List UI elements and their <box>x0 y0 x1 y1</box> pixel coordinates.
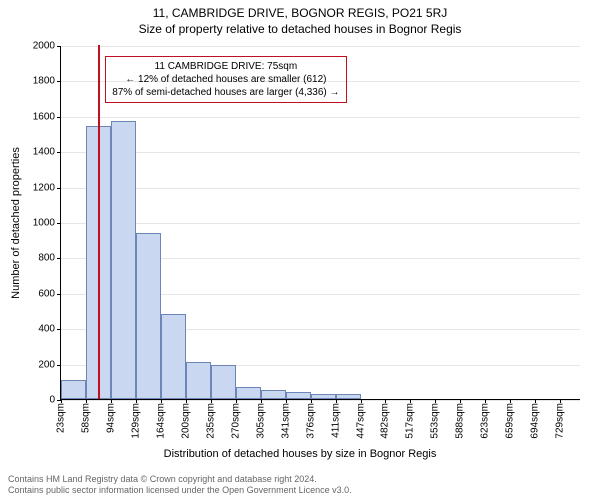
xtick-label: 305sqm <box>255 399 266 439</box>
ytick-label: 1400 <box>33 147 61 158</box>
histogram-bar <box>211 365 236 399</box>
xtick-label: 129sqm <box>130 399 141 439</box>
gridline <box>61 223 580 224</box>
ytick-label: 1200 <box>33 182 61 193</box>
histogram-bar <box>186 362 211 399</box>
gridline <box>61 46 580 47</box>
gridline <box>61 188 580 189</box>
gridline <box>61 117 580 118</box>
y-axis-label: Number of detached properties <box>10 147 22 299</box>
xtick-label: 200sqm <box>180 399 191 439</box>
xtick-label: 447sqm <box>355 399 366 439</box>
gridline <box>61 152 580 153</box>
histogram-bar <box>136 233 161 399</box>
footer-line2: Contains public sector information licen… <box>8 485 352 496</box>
annotation-line1: 11 CAMBRIDGE DRIVE: 75sqm <box>112 60 339 73</box>
chart-title-sub: Size of property relative to detached ho… <box>0 20 600 40</box>
histogram-bar <box>286 392 311 399</box>
ytick-label: 2000 <box>33 41 61 52</box>
annotation-box: 11 CAMBRIDGE DRIVE: 75sqm← 12% of detach… <box>105 56 346 103</box>
xtick-label: 376sqm <box>305 399 316 439</box>
histogram-bar <box>111 121 136 399</box>
annotation-line2: ← 12% of detached houses are smaller (61… <box>112 73 339 86</box>
ytick-label: 1000 <box>33 218 61 229</box>
xtick-label: 659sqm <box>505 399 516 439</box>
xtick-label: 58sqm <box>80 399 91 433</box>
xtick-label: 729sqm <box>555 399 566 439</box>
footer-line1: Contains HM Land Registry data © Crown c… <box>8 474 352 485</box>
ytick-label: 1800 <box>33 76 61 87</box>
ytick-label: 600 <box>38 288 61 299</box>
histogram-bar <box>236 387 261 399</box>
xtick-label: 341sqm <box>280 399 291 439</box>
xtick-label: 411sqm <box>330 399 341 438</box>
chart-title-main: 11, CAMBRIDGE DRIVE, BOGNOR REGIS, PO21 … <box>0 0 600 20</box>
ytick-label: 200 <box>38 359 61 370</box>
annotation-line3: 87% of semi-detached houses are larger (… <box>112 86 339 99</box>
xtick-label: 553sqm <box>430 399 441 439</box>
histogram-bar <box>61 380 86 399</box>
xtick-label: 23sqm <box>56 399 67 433</box>
xtick-label: 482sqm <box>380 399 391 439</box>
ytick-label: 800 <box>38 253 61 264</box>
histogram-chart: 020040060080010001200140016001800200023s… <box>60 46 580 400</box>
xtick-label: 588sqm <box>455 399 466 439</box>
xtick-label: 694sqm <box>530 399 541 439</box>
xtick-label: 235sqm <box>205 399 216 439</box>
footer-attribution: Contains HM Land Registry data © Crown c… <box>8 474 352 496</box>
histogram-bar <box>261 390 286 399</box>
x-axis-label: Distribution of detached houses by size … <box>0 448 600 460</box>
xtick-label: 164sqm <box>155 399 166 439</box>
property-marker-line <box>98 45 100 399</box>
xtick-label: 623sqm <box>480 399 491 439</box>
xtick-label: 270sqm <box>230 399 241 439</box>
ytick-label: 1600 <box>33 111 61 122</box>
xtick-label: 94sqm <box>105 399 116 433</box>
ytick-label: 400 <box>38 324 61 335</box>
xtick-label: 517sqm <box>405 399 416 439</box>
histogram-bar <box>161 314 186 399</box>
